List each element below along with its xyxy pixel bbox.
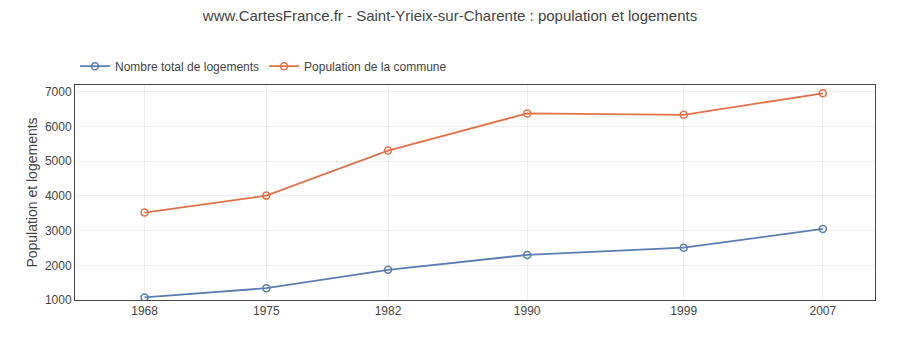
svg-text:7000: 7000 xyxy=(45,85,72,99)
svg-text:2000: 2000 xyxy=(45,259,72,273)
svg-text:1975: 1975 xyxy=(253,304,280,318)
svg-text:1968: 1968 xyxy=(131,304,158,318)
svg-text:1000: 1000 xyxy=(45,293,72,307)
svg-text:1982: 1982 xyxy=(375,304,402,318)
svg-text:5000: 5000 xyxy=(45,154,72,168)
svg-text:www.CartesFrance.fr - Saint-Yr: www.CartesFrance.fr - Saint-Yrieix-sur-C… xyxy=(202,7,697,24)
svg-text:Nombre total de logements: Nombre total de logements xyxy=(115,60,259,74)
svg-text:6000: 6000 xyxy=(45,120,72,134)
svg-text:3000: 3000 xyxy=(45,224,72,238)
svg-text:2007: 2007 xyxy=(809,304,836,318)
svg-text:Population de la commune: Population de la commune xyxy=(304,60,446,74)
svg-text:4000: 4000 xyxy=(45,189,72,203)
svg-text:Population et logements: Population et logements xyxy=(24,117,40,267)
svg-text:1990: 1990 xyxy=(514,304,541,318)
svg-text:1999: 1999 xyxy=(670,304,697,318)
